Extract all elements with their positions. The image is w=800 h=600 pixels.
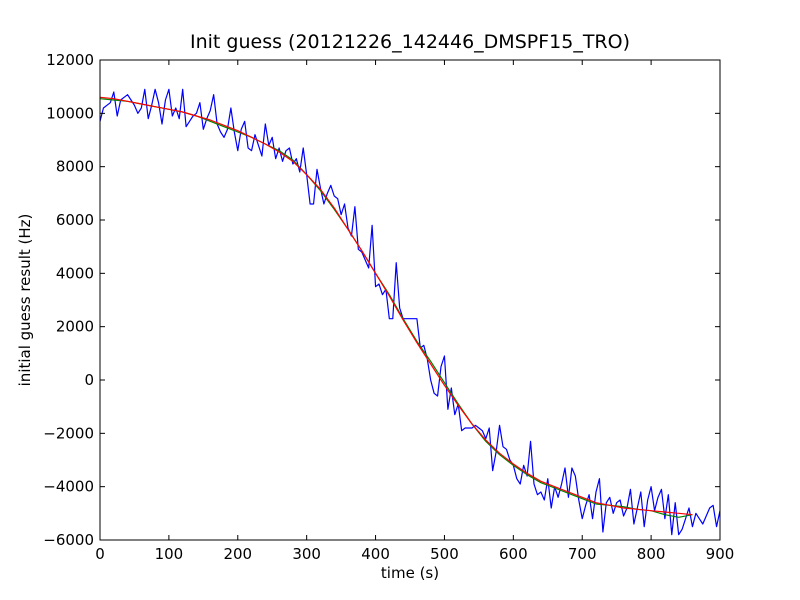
chart-title: Init guess (20121226_142446_DMSPF15_TRO) — [190, 31, 630, 53]
plot-frame — [99, 59, 721, 541]
y-tick-label: 10000 — [46, 104, 94, 122]
series-line-0 — [100, 88, 720, 536]
y-tick-label: 6000 — [56, 211, 94, 229]
y-tick-label: −6000 — [43, 531, 94, 549]
x-tick-label: 300 — [292, 545, 321, 563]
y-tick-label: −2000 — [43, 424, 94, 442]
y-axis: −6000 −4000 −2000 0 2000 4000 6000 8000 10000 120… — [43, 51, 720, 549]
x-tick-label: 500 — [430, 545, 459, 563]
y-tick-label: 12000 — [46, 51, 94, 69]
y-tick-label: −4000 — [43, 478, 94, 496]
y-tick-label: 2000 — [56, 318, 94, 336]
x-tick-label: 800 — [637, 545, 666, 563]
series-line-2 — [100, 96, 693, 516]
y-axis-title: initial guess result (Hz) — [16, 214, 34, 387]
x-tick-label: 200 — [223, 545, 252, 563]
y-tick-label: 8000 — [56, 158, 94, 176]
x-tick-label: 600 — [499, 545, 528, 563]
x-tick-label: 0 — [95, 545, 105, 563]
x-axis: 0 100 200 300 400 500 600 700 800 900 — [95, 60, 734, 563]
x-axis-title: time (s) — [381, 564, 439, 582]
y-tick-label: 4000 — [56, 264, 94, 282]
x-tick-label: 100 — [155, 545, 184, 563]
series-layer — [100, 88, 720, 536]
x-tick-label: 700 — [568, 545, 597, 563]
x-tick-label: 900 — [706, 545, 735, 563]
x-tick-label: 400 — [361, 545, 390, 563]
y-tick-label: 0 — [84, 371, 94, 389]
